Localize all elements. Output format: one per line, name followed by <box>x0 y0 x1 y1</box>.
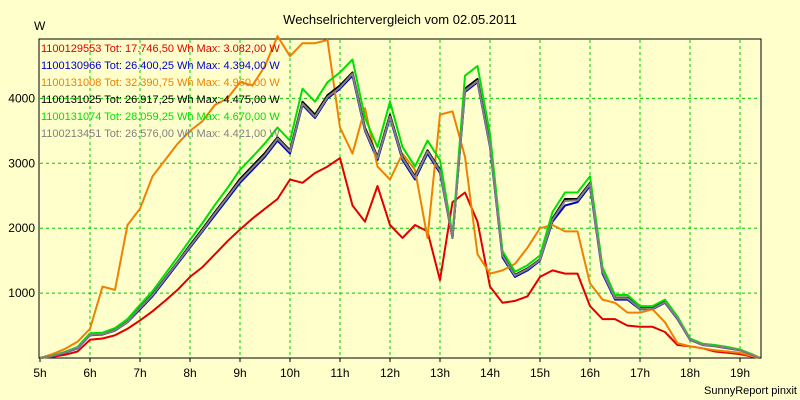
y-axis-label: W <box>34 19 46 33</box>
x-tick-label: 16h <box>580 366 600 380</box>
x-tick-label: 7h <box>133 366 146 380</box>
x-tick-label: 6h <box>83 366 96 380</box>
series-line-1100129553 <box>39 157 761 359</box>
legend-entry-1100131074: 1100131074 Tot: 28.059,25 Wh Max: 4.670,… <box>41 111 280 123</box>
series-lines <box>39 35 761 359</box>
y-tick-label: 3000 <box>8 156 35 170</box>
x-tick-label: 14h <box>480 366 500 380</box>
series-line-1100131074 <box>39 58 761 359</box>
chart-title: Wechselrichtervergleich vom 02.05.2011 <box>283 12 517 27</box>
x-tick-label: 11h <box>330 366 349 380</box>
legend-entry-1100130966: 1100130966 Tot: 26.400,25 Wh Max: 4.394,… <box>41 60 280 72</box>
legend-entry-1100213451: 1100213451 Tot: 26.576,00 Wh Max: 4.421,… <box>41 128 280 140</box>
x-tick-label: 8h <box>183 366 196 380</box>
x-tick-label: 5h <box>33 366 46 380</box>
y-tick-label: 1000 <box>8 286 35 300</box>
legend-entry-1100129553: 1100129553 Tot: 17.746,50 Wh Max: 3.082,… <box>41 43 280 55</box>
x-tick-label: 9h <box>233 366 246 380</box>
x-tick-label: 18h <box>680 366 700 380</box>
y-tick-label: 4000 <box>8 91 35 105</box>
series-line-1100213451 <box>39 72 761 359</box>
x-tick-label: 17h <box>630 366 650 380</box>
grid <box>40 40 760 358</box>
x-tick-labels: 5h 6h 7h 8h 9h 10h 11h 12h 13h 14h 15h 16h 17h 18h 19h <box>33 358 750 380</box>
x-tick-label: 19h <box>730 366 750 380</box>
legend: 1100129553 Tot: 17.746,50 Wh Max: 3.082,… <box>41 43 280 140</box>
x-tick-label: 10h <box>280 366 300 380</box>
y-tick-label: 2000 <box>8 221 35 235</box>
x-tick-label: 12h <box>380 366 400 380</box>
footer-credit: SunnyReport pinxit <box>704 385 797 397</box>
legend-entry-1100131025: 1100131025 Tot: 26.917,25 Wh Max: 4.475,… <box>41 94 280 106</box>
legend-entry-1100131008: 1100131008 Tot: 32.390,75 Wh Max: 4.960,… <box>41 77 280 89</box>
y-tick-labels: 1000 2000 3000 4000 <box>8 91 35 300</box>
x-tick-label: 15h <box>530 366 550 380</box>
x-tick-label: 13h <box>430 366 450 380</box>
